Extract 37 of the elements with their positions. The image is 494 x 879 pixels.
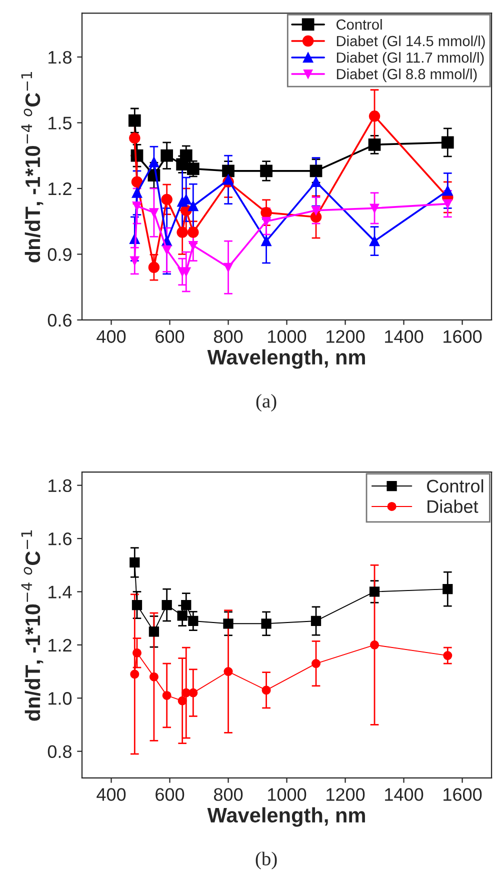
x-tick-label: 600 xyxy=(156,788,184,801)
x-axis-title: Wavelength, nm xyxy=(207,807,365,827)
x-tick-label: 1200 xyxy=(326,330,365,343)
y-tick-label: 1.4 xyxy=(48,586,72,598)
legend-label: Diabet xyxy=(428,500,478,513)
y-tick-label: 1.2 xyxy=(48,182,72,196)
x-tick-label: 800 xyxy=(214,330,243,343)
legend-label: Diabet (Gl 8.8 mmol/l) xyxy=(336,68,477,82)
x-tick-label: 400 xyxy=(96,788,126,801)
legend-label: Control xyxy=(336,19,382,30)
y-tick-label: 1.2 xyxy=(48,638,72,652)
y-tick-label: 1.6 xyxy=(48,532,72,546)
y-tick-label: 1.0 xyxy=(48,692,72,705)
y-axis-title: dn/dT, -1*10$^{−4 o}$C$^{−1}$ xyxy=(21,72,44,262)
y-tick-label: 1.5 xyxy=(48,116,72,130)
x-tick-label: 1000 xyxy=(268,330,306,343)
x-tick-label: 1600 xyxy=(444,330,482,343)
legend-label: Diabet (Gl 14.5 mmol/l) xyxy=(336,36,485,50)
x-tick-label: 400 xyxy=(96,330,126,343)
x-tick-label: 1400 xyxy=(385,788,424,801)
text: (a) xyxy=(256,394,276,412)
y-axis-title: dn/dT, -1*10$^{−4 o}$C$^{−1}$ xyxy=(21,530,44,721)
x-tick-label: 1000 xyxy=(268,788,306,801)
x-tick-label: 1400 xyxy=(385,330,424,343)
x-tick-label: 800 xyxy=(214,788,243,801)
x-tick-label: 600 xyxy=(156,330,184,343)
x-axis-title: Wavelength, nm xyxy=(207,349,365,369)
x-tick-label: 1200 xyxy=(326,788,365,801)
y-tick-label: 0.6 xyxy=(48,314,72,327)
y-tick-label: 0.8 xyxy=(48,745,72,758)
text: (b) xyxy=(256,852,277,870)
legend-label: Diabet (Gl 11.7 mmol/l) xyxy=(336,52,484,66)
y-tick-label: 1.8 xyxy=(48,479,72,492)
legend-label: Control xyxy=(427,479,484,493)
y-tick-label: 1.8 xyxy=(48,50,72,64)
x-tick-label: 1600 xyxy=(444,788,482,801)
y-tick-label: 0.9 xyxy=(48,248,72,261)
